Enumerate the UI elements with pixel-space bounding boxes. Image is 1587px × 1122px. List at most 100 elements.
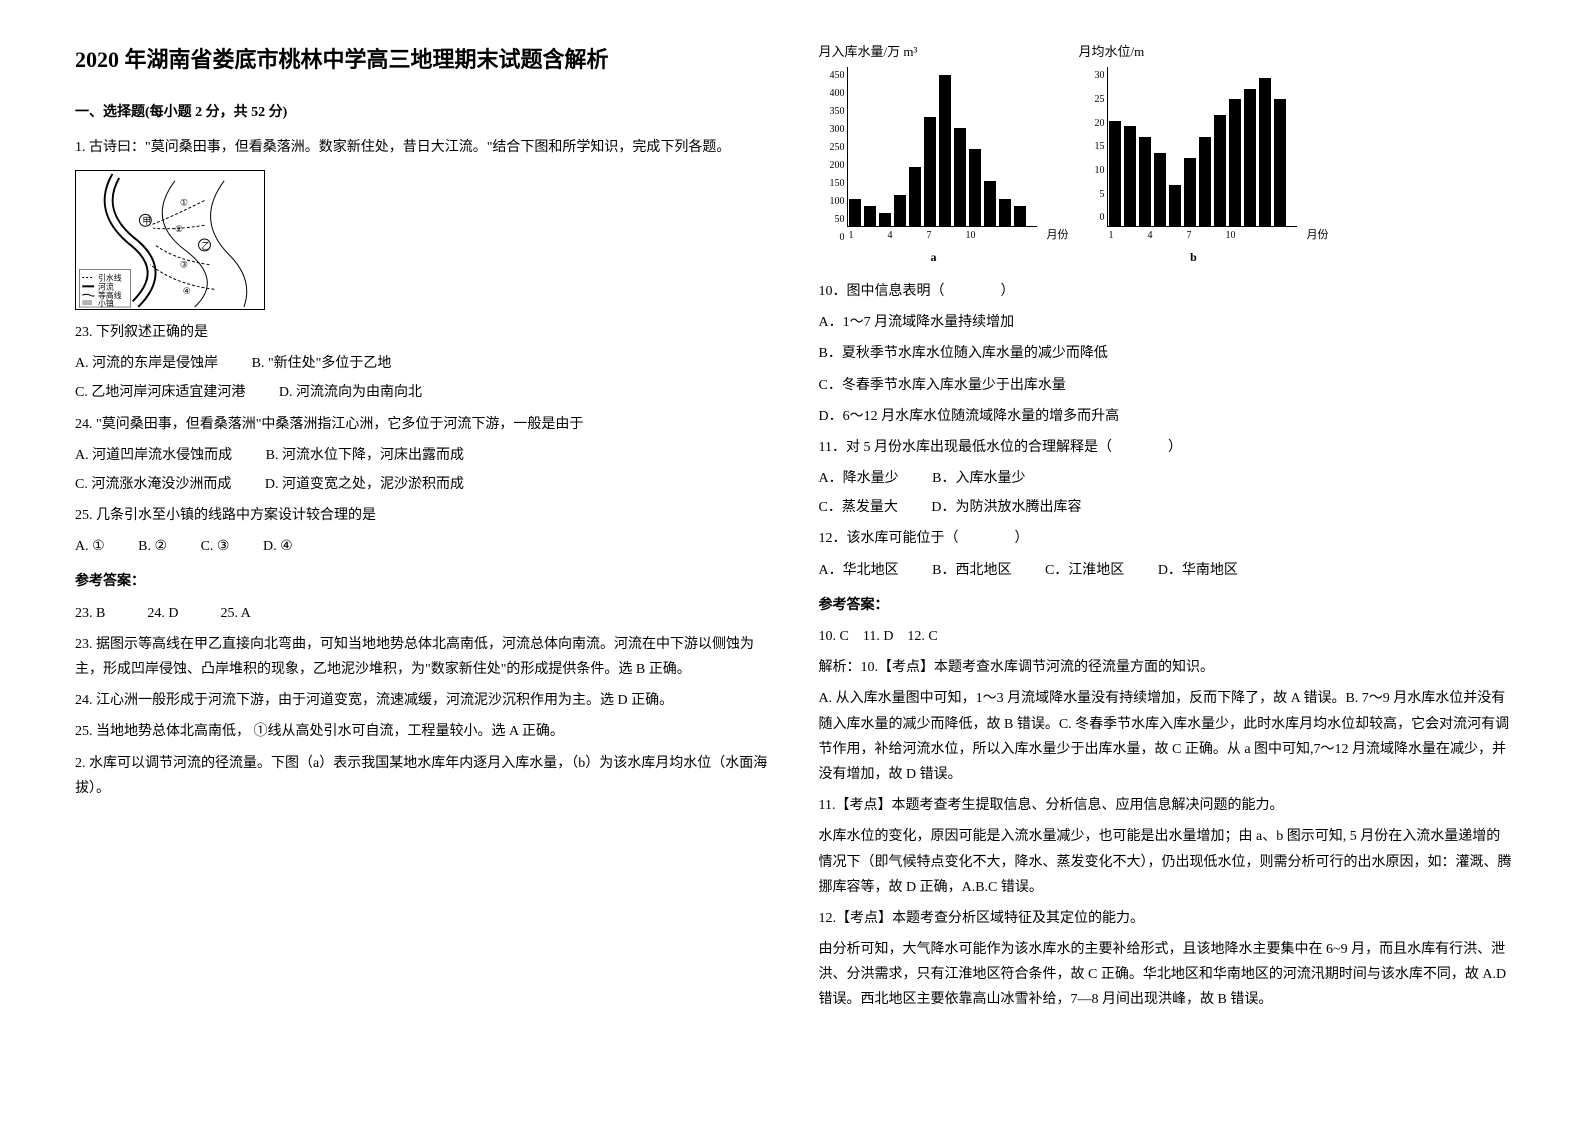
y-tick: 150 [830, 175, 845, 193]
opt: D. 河流流向为由南向北 [279, 380, 422, 405]
chart-b-title: 月均水位/m [1079, 40, 1309, 63]
y-tick: 0 [1100, 209, 1105, 227]
opt: A. 河流的东岸是侵蚀岸 [75, 351, 218, 376]
opt: D. 河道变宽之处，泥沙淤积而成 [265, 472, 464, 497]
y-tick: 20 [1095, 115, 1105, 133]
y-tick: 5 [1100, 186, 1105, 204]
opt: B．入库水量少 [932, 466, 1025, 491]
bar [849, 199, 861, 227]
bar [1124, 126, 1136, 227]
x-tick: 10 [966, 227, 976, 245]
answer-line: 23. B 24. D 25. A [75, 601, 769, 626]
bar [1214, 115, 1226, 227]
opt: B. "新住处"多位于乙地 [252, 351, 392, 376]
q25: 25. 几条引水至小镇的线路中方案设计较合理的是 [75, 503, 769, 528]
bar [894, 195, 906, 227]
chart-b-wrap: 月均水位/m 302520151050 14710 月份 b [1079, 40, 1309, 269]
opt: C．江淮地区 [1045, 558, 1124, 583]
bar [1259, 78, 1271, 227]
bar [1244, 89, 1256, 228]
chart-a-title: 月入库水量/万 m³ [819, 40, 1049, 63]
y-tick: 25 [1095, 91, 1105, 109]
chart-a-sub: a [819, 247, 1049, 269]
q2-stem: 2. 水库可以调节河流的径流量。下图（a）表示我国某地水库年内逐月入库水量，（b… [75, 751, 769, 801]
exp12-h: 12.【考点】本题考查分析区域特征及其定位的能力。 [819, 906, 1513, 931]
section-header: 一、选择题(每小题 2 分，共 52 分) [75, 100, 769, 125]
opt: C. 乙地河岸河床适宜建河港 [75, 380, 245, 405]
q12: 12．该水库可能位于（ ） [819, 526, 1513, 551]
opt: C．冬春季节水库入库水量少于出库水量 [819, 373, 1513, 398]
chart-b-sub: b [1079, 247, 1309, 269]
chart-b: 302520151050 14710 月份 [1079, 67, 1309, 245]
y-tick: 100 [830, 193, 845, 211]
opt: C. ③ [201, 534, 230, 559]
bar [1109, 121, 1121, 228]
question-stem: 1. 古诗曰："莫问桑田事，但看桑落洲。数家新住处，昔日大江流。"结合下图和所学… [75, 135, 769, 160]
opt: A. ① [75, 534, 105, 559]
bar [864, 206, 876, 227]
exp11-h: 11.【考点】本题考查考生提取信息、分析信息、应用信息解决问题的能力。 [819, 793, 1513, 818]
svg-text:甲: 甲 [142, 216, 151, 226]
y-tick: 300 [830, 121, 845, 139]
q10: 10．图中信息表明（ ） [819, 279, 1513, 304]
opt: A．1～7 月流域降水量持续增加 [819, 310, 1513, 335]
exp23: 23. 据图示等高线在甲乙直接向北弯曲，可知当地地势总体北高南低，河流总体向南流… [75, 632, 769, 682]
opt: C．蒸发量大 [819, 495, 898, 520]
right-column: 月入库水量/万 m³ 450400350300250200150100500 1… [794, 40, 1538, 1082]
bar [1229, 99, 1241, 227]
bar [879, 213, 891, 227]
q23: 23. 下列叙述正确的是 [75, 320, 769, 345]
bar [1139, 137, 1151, 228]
q24: 24. "莫问桑田事，但看桑落洲"中桑落洲指江心洲，它多位于河流下游，一般是由于 [75, 412, 769, 437]
y-tick: 0 [840, 229, 845, 247]
q11-options: A．降水量少 B．入库水量少 [819, 466, 1513, 491]
svg-text:③: ③ [180, 260, 188, 270]
chart-a: 450400350300250200150100500 14710 月份 [819, 67, 1049, 245]
opt: D．为防洪放水腾出库容 [931, 495, 1081, 520]
svg-text:④: ④ [183, 286, 191, 296]
y-tick: 10 [1095, 162, 1105, 180]
opt: D．华南地区 [1158, 558, 1238, 583]
answer-label: 参考答案： [819, 593, 1513, 618]
y-tick: 350 [830, 103, 845, 121]
y-tick: 400 [830, 85, 845, 103]
exp24: 24. 江心洲一般形成于河流下游，由于河道变宽，流速减缓，河流泥沙沉积作用为主。… [75, 688, 769, 713]
bar [954, 128, 966, 228]
x-tick: 7 [927, 227, 932, 245]
bar [1199, 137, 1211, 228]
bar [1169, 185, 1181, 228]
opt: B. 河流水位下降，河床出露而成 [266, 443, 464, 468]
opt: A．降水量少 [819, 466, 899, 491]
svg-text:河流: 河流 [98, 281, 114, 291]
answer-label: 参考答案： [75, 569, 769, 594]
x-label: 月份 [1047, 226, 1069, 246]
opt: D. ④ [263, 534, 293, 559]
svg-text:乙: 乙 [202, 241, 211, 251]
q11-options: C．蒸发量大 D．为防洪放水腾出库容 [819, 495, 1513, 520]
left-column: 2020 年湖南省娄底市桃林中学高三地理期末试题含解析 一、选择题(每小题 2 … [50, 40, 794, 1082]
bar [909, 167, 921, 227]
bar [1154, 153, 1166, 228]
x-tick: 4 [1148, 227, 1153, 245]
x-label: 月份 [1307, 226, 1329, 246]
opt: B. ② [138, 534, 167, 559]
svg-text:小镇: 小镇 [98, 298, 114, 308]
opt: A. 河道凹岸流水侵蚀而成 [75, 443, 232, 468]
exp11: 水库水位的变化，原因可能是入流水量减少，也可能是出水量增加；由 a、b 图示可知… [819, 824, 1513, 900]
x-tick: 10 [1226, 227, 1236, 245]
q24-options: C. 河流涨水淹没沙洲而成 D. 河道变宽之处，泥沙淤积而成 [75, 472, 769, 497]
bar [984, 181, 996, 227]
opt: A．华北地区 [819, 558, 899, 583]
q11: 11．对 5 月份水库出现最低水位的合理解释是（ ） [819, 435, 1513, 460]
svg-text:②: ② [175, 224, 183, 234]
page-title: 2020 年湖南省娄底市桃林中学高三地理期末试题含解析 [75, 40, 769, 80]
charts-row: 月入库水量/万 m³ 450400350300250200150100500 1… [819, 40, 1513, 269]
y-tick: 30 [1095, 67, 1105, 85]
bar [1014, 206, 1026, 227]
q25-options: A. ① B. ② C. ③ D. ④ [75, 534, 769, 559]
exp12: 由分析可知，大气降水可能作为该水库水的主要补给形式，且该地降水主要集中在 6~9… [819, 937, 1513, 1013]
opt: C. 河流涨水淹没沙洲而成 [75, 472, 231, 497]
svg-text:①: ① [180, 197, 188, 207]
answer-line-2: 10. C 11. D 12. C [819, 624, 1513, 649]
opt: D．6～12 月水库水位随流域降水量的增多而升高 [819, 404, 1513, 429]
